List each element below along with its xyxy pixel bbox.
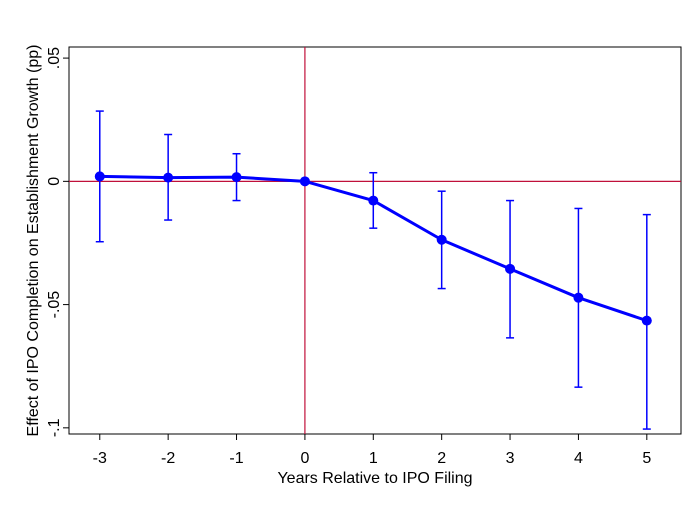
data-point <box>505 263 516 274</box>
data-point <box>573 292 584 303</box>
plot-frame <box>68 46 682 435</box>
x-tick-label: 5 <box>642 450 651 467</box>
data-point <box>641 315 652 326</box>
data-point <box>231 172 242 183</box>
data-point <box>368 195 379 206</box>
x-tick-label: -3 <box>93 450 107 467</box>
data-point <box>94 171 105 182</box>
y-axis: -.1 -.05 0 .05 <box>46 47 69 437</box>
x-axis-title: Years Relative to IPO Filing <box>277 470 472 487</box>
y-tick-label: .05 <box>46 47 63 69</box>
x-tick-label: 3 <box>506 450 515 467</box>
reference-lines <box>69 47 681 434</box>
x-tick-label: 0 <box>300 450 309 467</box>
data-points <box>94 171 652 326</box>
x-tick-label: -2 <box>161 450 175 467</box>
y-tick-label: 0 <box>46 177 63 186</box>
x-tick-label: 2 <box>437 450 446 467</box>
x-tick-label: 4 <box>574 450 583 467</box>
data-point <box>163 172 174 183</box>
x-tick-label: -1 <box>229 450 243 467</box>
y-tick-label: -.05 <box>46 291 63 319</box>
x-tick-label: 1 <box>369 450 378 467</box>
error-bars <box>95 110 651 430</box>
data-point <box>299 176 310 187</box>
data-point <box>436 234 447 245</box>
x-axis: -3 -2 -1 0 1 2 3 4 5 <box>93 434 651 467</box>
y-axis-title: Effect of IPO Completion on Establishmen… <box>25 45 42 437</box>
y-tick-label: -.1 <box>46 418 63 437</box>
